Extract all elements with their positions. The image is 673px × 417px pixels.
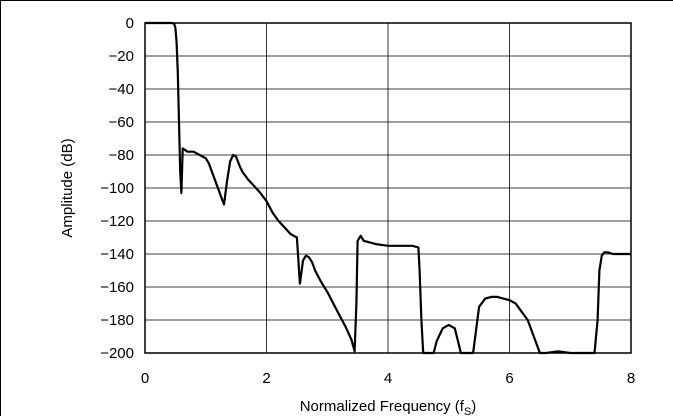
gridlines bbox=[144, 22, 632, 354]
y-tick-label: −80 bbox=[109, 147, 134, 164]
y-tick-label: −200 bbox=[100, 345, 134, 362]
y-tick-label: 0 bbox=[126, 15, 134, 32]
series-line bbox=[145, 21, 631, 355]
y-tick-label: −140 bbox=[100, 246, 134, 263]
x-tick-label: 8 bbox=[627, 370, 635, 387]
y-tick-label: −20 bbox=[109, 48, 134, 65]
y-tick-label: −180 bbox=[100, 312, 134, 329]
y-tick-label: −60 bbox=[109, 114, 134, 131]
plot-area-frame bbox=[144, 22, 632, 354]
y-axis-title: Amplitude (dB) bbox=[59, 138, 76, 237]
x-axis-title: Normalized Frequency (fS) bbox=[300, 398, 477, 417]
y-tick-label: −160 bbox=[100, 279, 134, 296]
x-axis-title-subscript: S bbox=[464, 406, 471, 417]
y-tick-labels: 0 −20 −40 −60 −80 −100 −120 −140 −160 −180 −200 bbox=[100, 15, 134, 362]
x-tick-label: 2 bbox=[262, 370, 270, 387]
y-tick-label: −40 bbox=[109, 81, 134, 98]
x-tick-label: 6 bbox=[505, 370, 513, 387]
y-tick-label: −120 bbox=[100, 213, 134, 230]
x-tick-label: 4 bbox=[384, 370, 392, 387]
y-tick-label: −100 bbox=[100, 180, 134, 197]
x-tick-labels: 0 2 4 6 8 bbox=[141, 370, 635, 387]
series-layer bbox=[145, 21, 631, 355]
x-tick-label: 0 bbox=[141, 370, 149, 387]
